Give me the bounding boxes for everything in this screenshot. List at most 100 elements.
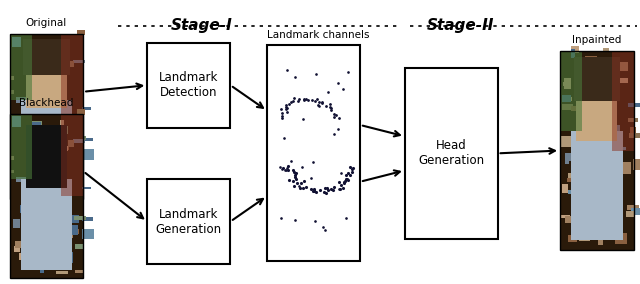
Bar: [74, 216, 86, 220]
Bar: [51, 204, 63, 214]
Bar: [15, 162, 24, 169]
Bar: [601, 112, 605, 117]
Bar: [58, 67, 68, 72]
Bar: [32, 139, 42, 142]
Bar: [32, 81, 36, 89]
Bar: [77, 109, 85, 114]
Bar: [595, 75, 601, 80]
Bar: [56, 271, 68, 274]
Bar: [23, 39, 70, 75]
Bar: [51, 108, 54, 116]
Bar: [570, 106, 577, 111]
Bar: [573, 57, 620, 101]
Bar: [54, 214, 63, 218]
Bar: [50, 232, 62, 239]
Bar: [560, 51, 582, 131]
Bar: [560, 51, 634, 250]
Bar: [29, 184, 33, 196]
Bar: [608, 107, 616, 117]
Bar: [600, 161, 612, 165]
Bar: [56, 191, 68, 195]
Bar: [31, 181, 43, 193]
Bar: [39, 67, 46, 76]
Text: Landmark channels: Landmark channels: [268, 30, 370, 40]
Bar: [60, 120, 64, 127]
Bar: [61, 34, 83, 116]
Bar: [62, 105, 69, 114]
Bar: [615, 233, 627, 244]
Bar: [563, 184, 568, 193]
Bar: [75, 164, 83, 169]
Bar: [39, 173, 47, 182]
Bar: [588, 176, 595, 184]
Bar: [71, 229, 79, 234]
Bar: [579, 183, 591, 194]
Bar: [12, 116, 21, 127]
Bar: [83, 217, 93, 221]
Bar: [49, 165, 60, 174]
Bar: [10, 34, 83, 199]
Bar: [63, 252, 73, 263]
Bar: [607, 70, 618, 79]
Bar: [40, 52, 51, 56]
Bar: [598, 57, 608, 63]
Bar: [20, 127, 26, 133]
Bar: [596, 169, 604, 177]
Bar: [11, 76, 14, 80]
Bar: [33, 121, 42, 127]
Bar: [585, 204, 592, 208]
Bar: [38, 80, 41, 89]
Bar: [25, 121, 33, 125]
Bar: [60, 46, 68, 55]
Bar: [147, 43, 230, 128]
Bar: [602, 49, 609, 51]
Bar: [70, 235, 74, 239]
Bar: [82, 107, 91, 110]
Bar: [620, 162, 632, 174]
Bar: [40, 166, 47, 170]
Bar: [582, 95, 591, 98]
Bar: [51, 125, 63, 135]
Bar: [22, 114, 31, 121]
Bar: [586, 103, 591, 108]
Bar: [56, 148, 61, 154]
Bar: [563, 82, 568, 86]
Bar: [35, 99, 44, 109]
Bar: [60, 126, 68, 134]
Bar: [61, 114, 83, 196]
Bar: [10, 114, 83, 278]
Bar: [52, 130, 59, 140]
Bar: [33, 41, 42, 47]
Bar: [66, 66, 70, 71]
Bar: [612, 223, 618, 230]
Bar: [10, 114, 83, 278]
Bar: [66, 146, 70, 150]
Bar: [54, 163, 65, 170]
Bar: [579, 233, 589, 241]
Bar: [630, 127, 636, 133]
Bar: [565, 216, 571, 223]
Bar: [82, 187, 91, 189]
Bar: [61, 80, 65, 90]
Bar: [404, 68, 498, 239]
Bar: [68, 225, 79, 235]
Bar: [53, 144, 61, 154]
Bar: [30, 66, 35, 73]
Bar: [32, 122, 41, 131]
Bar: [566, 160, 570, 164]
Bar: [83, 149, 94, 160]
Text: Stage-I: Stage-I: [171, 18, 232, 33]
Bar: [10, 170, 13, 173]
Bar: [40, 270, 44, 273]
Bar: [40, 131, 51, 135]
Bar: [16, 97, 27, 103]
Bar: [570, 49, 575, 58]
Bar: [620, 78, 628, 83]
Bar: [37, 238, 42, 243]
Bar: [562, 104, 573, 110]
Bar: [54, 83, 65, 91]
Bar: [19, 253, 27, 260]
Bar: [20, 125, 27, 133]
Bar: [51, 187, 54, 195]
Bar: [578, 153, 586, 163]
